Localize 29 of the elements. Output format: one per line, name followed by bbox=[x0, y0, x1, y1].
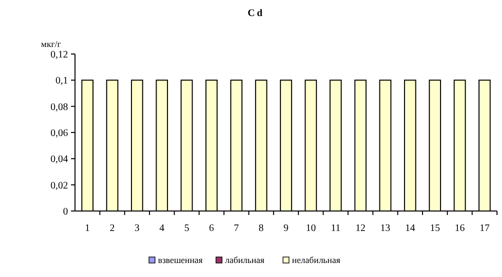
chart-title: Cd bbox=[248, 8, 264, 19]
x-tick-label: 12 bbox=[355, 223, 366, 234]
x-tick-label: 8 bbox=[258, 223, 264, 234]
x-tick-label: 15 bbox=[430, 223, 440, 234]
legend-label: лабильная bbox=[225, 255, 264, 266]
x-tick-label: 1 bbox=[84, 223, 90, 234]
y-tick-label: 0,12 bbox=[50, 50, 68, 60]
x-tick-label: 14 bbox=[405, 223, 416, 234]
y-tick-label: 0,04 bbox=[50, 154, 68, 166]
y-axis-title: мкг/г bbox=[41, 39, 62, 49]
y-tick-label: 0,06 bbox=[50, 128, 68, 139]
x-tick-label: 6 bbox=[209, 223, 214, 234]
x-tick-label: 4 bbox=[159, 223, 164, 234]
legend-label: взвешенная bbox=[158, 255, 203, 266]
x-tick-label: 3 bbox=[134, 223, 140, 234]
x-tick-label: 13 bbox=[380, 223, 390, 234]
y-tick-label: 0,02 bbox=[50, 180, 68, 192]
x-tick-label: 11 bbox=[330, 223, 340, 234]
x-tick-label: 10 bbox=[306, 223, 316, 234]
legend-label: нелабильная bbox=[292, 255, 340, 266]
x-tick-label: 5 bbox=[184, 223, 190, 234]
x-tick-label: 7 bbox=[234, 223, 239, 234]
y-tick-label: 0,1 bbox=[56, 76, 68, 87]
x-tick-label: 16 bbox=[454, 223, 465, 234]
x-tick-label: 9 bbox=[284, 223, 288, 234]
y-tick-label: 0 bbox=[63, 206, 68, 218]
x-tick-label: 17 bbox=[480, 223, 490, 234]
x-tick-label: 2 bbox=[110, 223, 115, 234]
y-tick-label: 0,08 bbox=[50, 102, 68, 113]
